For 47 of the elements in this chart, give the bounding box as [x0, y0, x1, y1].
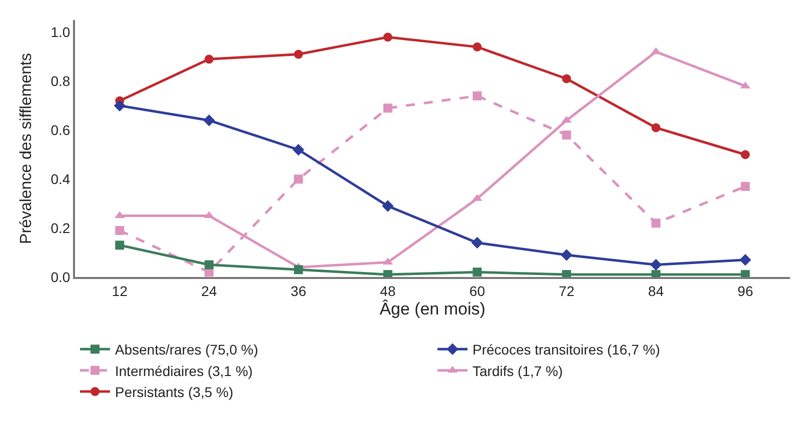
point — [383, 32, 392, 42]
legend-label: Intermédiaires (3,1 %) — [115, 362, 253, 379]
y-axis-title: Prévalence des sifflements — [18, 53, 36, 244]
legend-label: Absents/rares (75,0 %) — [115, 342, 258, 358]
point — [204, 260, 214, 270]
y-tick-label: 0.0 — [50, 268, 70, 285]
point — [651, 218, 660, 228]
x-tick-label: 24 — [201, 282, 218, 299]
x-tick-label: 36 — [290, 282, 306, 299]
point — [651, 123, 660, 132]
point — [472, 42, 482, 52]
x-axis-title: Âge (en mois) — [380, 300, 486, 319]
y-tick-label: 0.8 — [50, 73, 70, 90]
y-tick-label: 0.6 — [50, 122, 70, 138]
point — [562, 130, 572, 140]
point — [294, 174, 303, 184]
y-tick-label: 0.4 — [50, 171, 70, 187]
point — [740, 150, 750, 160]
point — [115, 240, 124, 250]
point — [114, 100, 126, 112]
x-tick-label: 12 — [112, 282, 128, 299]
legend-label: Précoces transitoires (16,7 %) — [472, 342, 660, 358]
point — [382, 200, 394, 212]
point — [294, 265, 303, 274]
x-tick-label: 60 — [469, 282, 486, 299]
point — [562, 74, 572, 84]
point — [203, 114, 215, 126]
point — [292, 144, 304, 156]
point — [650, 258, 662, 271]
y-tick-label: 1.0 — [50, 24, 70, 40]
point — [115, 226, 124, 235]
point — [294, 50, 303, 59]
x-tick-label: 48 — [380, 282, 396, 299]
x-tick-label: 84 — [648, 282, 664, 299]
point — [739, 254, 752, 266]
point — [740, 182, 750, 191]
x-tick-label: 72 — [558, 282, 575, 299]
point — [472, 91, 482, 100]
point — [472, 268, 482, 277]
legend-label: Tardifs (1,7 %) — [472, 362, 563, 379]
point — [204, 54, 214, 64]
point — [383, 104, 392, 113]
x-tick-label: 96 — [738, 282, 754, 299]
point — [560, 249, 572, 261]
legend-label: Persistants (3,5 %) — [115, 384, 234, 400]
point — [471, 236, 484, 249]
y-tick-label: 0.2 — [50, 220, 70, 236]
